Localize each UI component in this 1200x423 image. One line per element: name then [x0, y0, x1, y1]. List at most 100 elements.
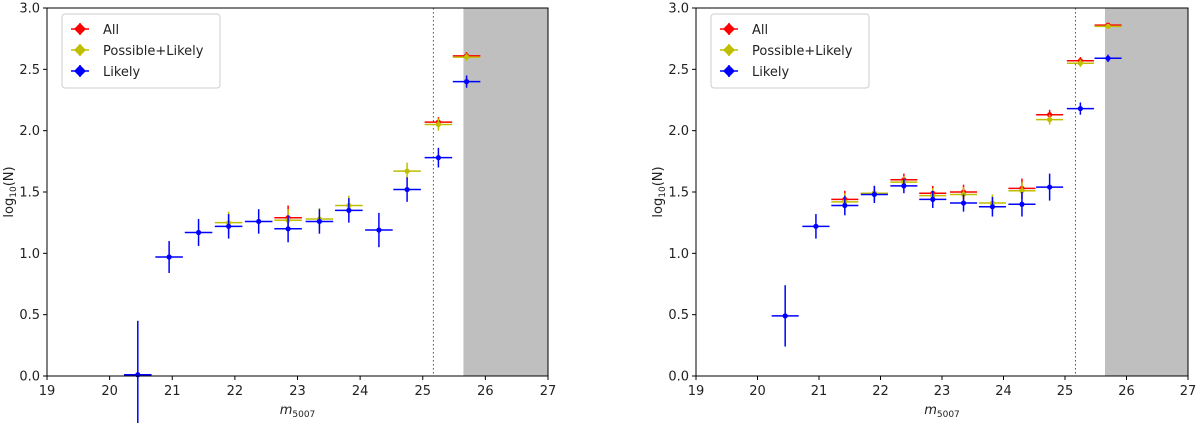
data-point — [1036, 114, 1064, 125]
data-point — [1066, 102, 1094, 115]
data-point — [771, 285, 799, 347]
series-likely — [771, 54, 1122, 347]
data-point — [1008, 192, 1036, 217]
data-marker — [1019, 201, 1025, 207]
y-axis-label-subscript: 10 — [9, 186, 19, 198]
y-tick-label: 2.0 — [19, 124, 40, 139]
y-tick-label: 3.0 — [668, 2, 689, 17]
y-axis-label-main: log — [651, 198, 666, 218]
data-marker — [256, 218, 262, 225]
data-marker — [813, 223, 819, 229]
data-point — [919, 190, 947, 208]
data-marker — [346, 207, 352, 213]
data-point — [424, 147, 453, 168]
y-tick-label: 1.5 — [19, 186, 40, 201]
legend-label: Likely — [103, 65, 141, 80]
legend-label: Possible+Likely — [103, 44, 204, 59]
data-marker — [1077, 60, 1083, 66]
x-tick-label: 27 — [1180, 384, 1197, 399]
data-marker — [989, 204, 996, 210]
data-marker — [316, 218, 323, 225]
legend: All Possible+Likely Likely — [61, 13, 221, 89]
right-chart-panel: 19 20 21 22 23 24 25 26 27 0.0 0.5 1.0 1.5 2.0 2.5 3.0 m… — [651, 2, 1196, 421]
data-marker — [1105, 55, 1111, 61]
y-axis-label-suffix: (N) — [651, 166, 666, 186]
data-point — [393, 177, 421, 202]
series-possible-likely — [831, 23, 1122, 212]
y-tick-label: 1.5 — [668, 186, 689, 201]
legend-item: All — [720, 23, 768, 38]
series-possible-likely — [214, 53, 481, 234]
data-point — [978, 196, 1006, 217]
legend-label: All — [103, 23, 119, 38]
data-point — [335, 198, 363, 223]
data-marker — [1047, 184, 1053, 190]
y-tick-label: 2.5 — [19, 63, 40, 78]
data-point — [1036, 173, 1064, 201]
x-tick-label: 25 — [1057, 384, 1074, 399]
legend-item: Possible+Likely — [720, 44, 853, 59]
x-tick-label: 26 — [1118, 384, 1135, 399]
data-point — [424, 118, 453, 131]
data-point — [802, 214, 830, 239]
data-point — [1066, 59, 1094, 67]
data-marker — [960, 200, 967, 206]
data-marker — [195, 229, 202, 236]
legend-item: Likely — [71, 65, 141, 80]
data-marker — [463, 54, 470, 60]
data-point — [452, 75, 481, 88]
y-axis-label: log10(N) — [2, 166, 19, 217]
data-marker — [1019, 188, 1025, 194]
left-chart-panel: 19 20 21 22 23 24 25 26 27 0.0 0.5 1.0 1.5 2.0 2.5 3.0 m… — [2, 2, 556, 423]
legend-diamond-marker — [74, 44, 86, 56]
legend-diamond-marker — [723, 65, 735, 77]
data-point — [1094, 54, 1122, 62]
data-marker — [901, 183, 907, 189]
data-point — [890, 178, 918, 194]
x-tick-label: 23 — [934, 384, 951, 399]
legend-label: Possible+Likely — [752, 44, 853, 59]
data-point — [155, 241, 183, 273]
x-tick-label: 21 — [164, 384, 181, 399]
x-tick-label: 20 — [101, 384, 118, 399]
data-marker — [930, 196, 936, 202]
y-axis-label: log10(N) — [651, 166, 668, 217]
data-point — [831, 195, 859, 216]
data-marker — [404, 186, 410, 193]
data-marker — [285, 226, 291, 232]
data-point — [274, 215, 302, 243]
series-all — [274, 52, 481, 231]
data-point — [393, 162, 421, 180]
legend-item: Possible+Likely — [71, 44, 204, 59]
y-tick-label: 0.5 — [668, 308, 689, 323]
data-marker — [1047, 117, 1053, 123]
y-axis-label-subscript: 10 — [658, 186, 668, 198]
y-axis-label-suffix: (N) — [2, 166, 17, 186]
y-tick-label: 0.0 — [668, 370, 689, 385]
x-tick-label: 19 — [39, 384, 56, 399]
legend-diamond-marker — [723, 44, 735, 56]
x-tick-label: 25 — [414, 384, 431, 399]
data-point — [214, 214, 243, 239]
data-marker — [1105, 23, 1111, 29]
data-marker — [226, 223, 232, 229]
data-marker — [166, 254, 172, 260]
data-point — [1094, 23, 1122, 29]
legend-box — [61, 13, 221, 89]
x-axis-label-main: m — [280, 403, 293, 418]
data-point — [452, 53, 481, 61]
y-tick-label: 0.5 — [19, 308, 40, 323]
x-tick-label: 22 — [227, 384, 244, 399]
x-tick-label: 19 — [688, 384, 705, 399]
x-tick-label: 27 — [540, 384, 557, 399]
legend-item: Likely — [720, 65, 790, 80]
x-tick-label: 24 — [352, 384, 369, 399]
data-point — [860, 185, 888, 204]
legend-diamond-marker — [723, 23, 735, 35]
data-point — [365, 212, 393, 248]
legend: All Possible+Likely Likely — [710, 13, 870, 89]
data-marker — [782, 313, 788, 319]
y-tick-label: 2.0 — [668, 124, 689, 139]
x-axis-label: m5007 — [280, 403, 316, 420]
data-point — [305, 209, 334, 234]
